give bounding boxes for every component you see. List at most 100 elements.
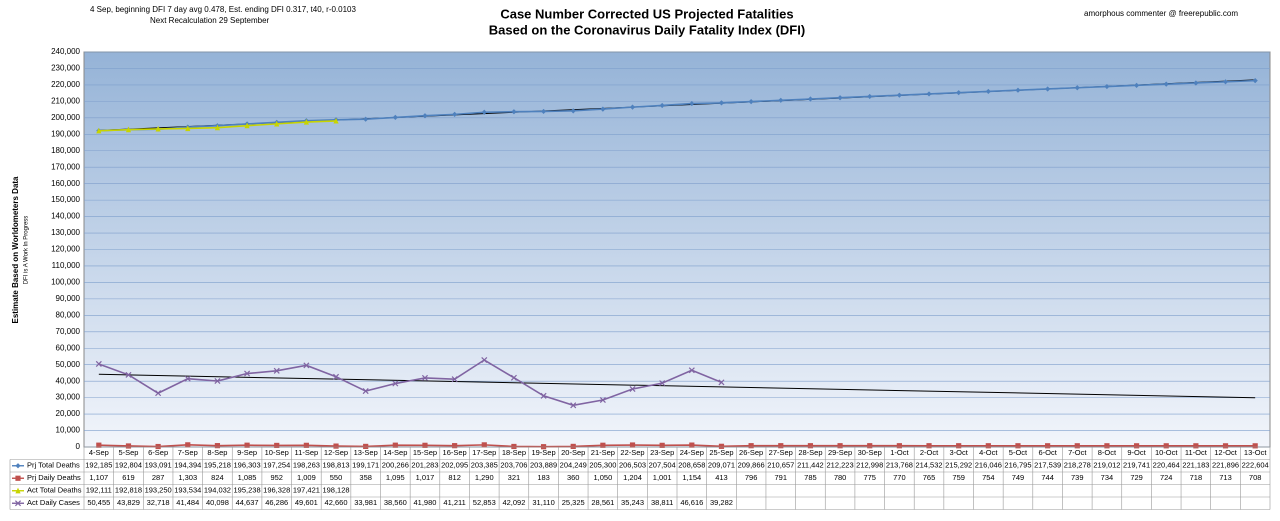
marker: [807, 443, 814, 449]
marker: [1074, 85, 1080, 91]
x-tick-label: 21-Sep: [591, 448, 615, 457]
table-cell: 41,211: [443, 498, 465, 507]
marker: [185, 125, 191, 132]
marker: [540, 392, 547, 399]
table-cell: 775: [863, 473, 876, 482]
table-cell: 40,098: [206, 498, 229, 507]
y-tick-label: 100,000: [51, 278, 80, 287]
y-tick-label: 130,000: [51, 228, 80, 237]
table-cell: 44,637: [236, 498, 259, 507]
marker: [452, 111, 458, 117]
marker: [748, 98, 754, 105]
table-cell: 739: [1071, 473, 1084, 482]
marker: [896, 443, 902, 449]
y-tick-label: 80,000: [56, 310, 81, 319]
marker: [1133, 82, 1140, 88]
table-cell: 183: [537, 473, 550, 482]
marker: [451, 376, 458, 383]
y-tick-label: 230,000: [51, 64, 80, 73]
marker: [273, 367, 280, 374]
x-tick-label: 18-Sep: [502, 448, 526, 457]
marker: [244, 122, 250, 129]
table-cell: 619: [122, 473, 135, 482]
marker: [837, 95, 843, 101]
marker: [1074, 443, 1080, 449]
marker: [867, 93, 873, 100]
x-tick-label: 28-Sep: [798, 448, 822, 457]
trendline: [98, 373, 1256, 399]
table-cell: 211,442: [797, 461, 824, 470]
x-tick-label: 8-Sep: [207, 448, 227, 457]
marker: [570, 108, 576, 114]
marker: [333, 373, 340, 380]
marker: [244, 442, 250, 448]
marker: [452, 443, 458, 449]
x-tick-label: 9-Sep: [237, 448, 257, 457]
marker: [1222, 443, 1229, 449]
table-cell: 222,604: [1242, 461, 1269, 470]
table-cell: 785: [804, 473, 817, 482]
marker: [125, 371, 132, 378]
marker: [511, 443, 517, 450]
marker: [1252, 443, 1258, 449]
table-cell: 32,718: [147, 498, 170, 507]
marker: [748, 443, 754, 449]
series-line: [98, 79, 1256, 132]
y-tick-label: 60,000: [56, 343, 81, 352]
marker: [985, 88, 991, 95]
table-cell: 287: [152, 473, 165, 482]
marker: [421, 374, 428, 381]
table-cell: 210,657: [767, 461, 794, 470]
marker: [1045, 443, 1051, 449]
marker: [125, 126, 132, 133]
x-tick-label: 12-Oct: [1214, 448, 1237, 457]
table-cell: 201,283: [411, 461, 438, 470]
legend-label: Prj Daily Deaths: [27, 473, 81, 482]
marker: [155, 443, 161, 450]
table-cell: 197,254: [263, 461, 290, 470]
marker: [807, 96, 814, 102]
table-cell: 204,249: [560, 461, 587, 470]
x-tick-label: 17-Sep: [472, 448, 496, 457]
table-cell: 812: [448, 473, 461, 482]
x-tick-label: 11-Sep: [295, 448, 319, 457]
marker: [926, 443, 932, 449]
table-cell: 209,866: [738, 461, 765, 470]
marker: [778, 97, 784, 103]
table-cell: 39,282: [710, 498, 733, 507]
marker: [600, 442, 606, 448]
table-cell: 192,818: [115, 486, 142, 495]
table-cell: 734: [1101, 473, 1114, 482]
table-cell: 221,183: [1182, 461, 1209, 470]
table-cell: 1,204: [623, 473, 642, 482]
x-tick-label: 4-Sep: [89, 448, 109, 457]
marker: [155, 390, 162, 397]
marker: [481, 442, 487, 448]
marker: [718, 443, 725, 449]
marker: [1045, 86, 1051, 92]
marker: [600, 106, 606, 112]
marker: [392, 380, 399, 387]
marker: [926, 91, 932, 97]
table-cell: 202,095: [441, 461, 468, 470]
x-tick-label: 6-Oct: [1038, 448, 1057, 457]
table-cell: 713: [1219, 473, 1232, 482]
table-cell: 824: [211, 473, 224, 482]
marker: [956, 443, 962, 449]
marker: [867, 443, 873, 449]
table-cell: 1,154: [682, 473, 701, 482]
table-cell: 1,303: [178, 473, 197, 482]
legend-marker: [15, 487, 21, 494]
marker: [303, 362, 310, 369]
table-cell: 219,741: [1123, 461, 1150, 470]
table-cell: 192,111: [86, 486, 112, 495]
marker: [96, 127, 102, 134]
table-cell: 198,128: [322, 486, 349, 495]
x-tick-label: 14-Sep: [383, 448, 407, 457]
marker: [629, 385, 636, 393]
marker: [1193, 443, 1199, 449]
table-cell: 46,616: [680, 498, 703, 507]
table-cell: 729: [1130, 473, 1143, 482]
table-cell: 193,534: [174, 486, 201, 495]
table-cell: 196,328: [263, 486, 290, 495]
